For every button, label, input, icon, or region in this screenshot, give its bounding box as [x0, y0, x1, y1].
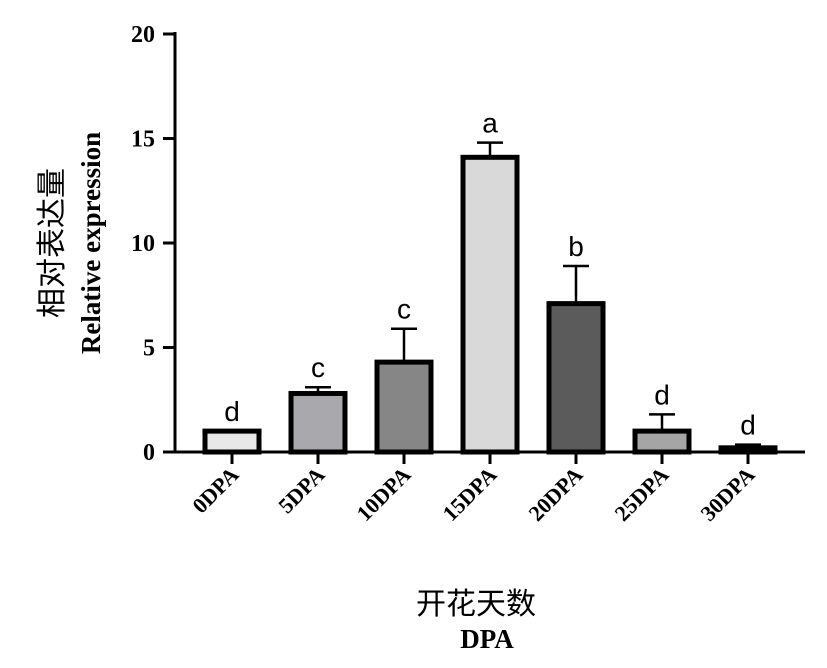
bar-15DPA: [460, 154, 520, 455]
bar-5DPA: [288, 390, 348, 455]
significance-label-5DPA: c: [311, 352, 325, 383]
bars-layer: d c c a b d d: [202, 108, 778, 455]
x-tick-label-20DPA: 20DPA: [523, 462, 587, 526]
significance-label-0DPA: d: [224, 396, 240, 427]
significance-label-10DPA: c: [397, 294, 411, 325]
y-axis-title-english: Relative expression: [76, 132, 106, 354]
significance-label-15DPA: a: [482, 108, 498, 139]
x-tick-label-0DPA: 0DPA: [187, 462, 243, 518]
x-tick-label-10DPA: 10DPA: [351, 462, 415, 526]
significance-label-25DPA: d: [654, 379, 670, 410]
x-axis-title-english: DPA: [460, 624, 514, 654]
y-tick-label-15: 15: [131, 127, 155, 153]
significance-label-30DPA: d: [740, 410, 756, 441]
bar-25DPA: [632, 428, 692, 455]
x-tick-label-25DPA: 25DPA: [609, 462, 673, 526]
y-tick-label-0: 0: [143, 440, 155, 466]
x-tick-label-30DPA: 30DPA: [695, 462, 759, 526]
y-axis-title: 相对表达量 Relative expression: [35, 132, 106, 354]
y-tick-label-10: 10: [131, 231, 155, 257]
y-tick-label-5: 5: [143, 336, 155, 362]
y-tick-label-20: 20: [131, 22, 155, 48]
x-axis-title: 开花天数 DPA: [416, 587, 536, 654]
bar-10DPA: [374, 359, 434, 455]
x-axis-title-chinese: 开花天数: [416, 587, 536, 622]
bar-20DPA: [546, 301, 606, 455]
y-axis-title-chinese: 相对表达量: [35, 168, 70, 318]
significance-label-20DPA: b: [568, 231, 584, 262]
x-tick-label-5DPA: 5DPA: [273, 462, 329, 518]
bar-0DPA: [202, 428, 262, 455]
x-tick-label-15DPA: 15DPA: [437, 462, 501, 526]
